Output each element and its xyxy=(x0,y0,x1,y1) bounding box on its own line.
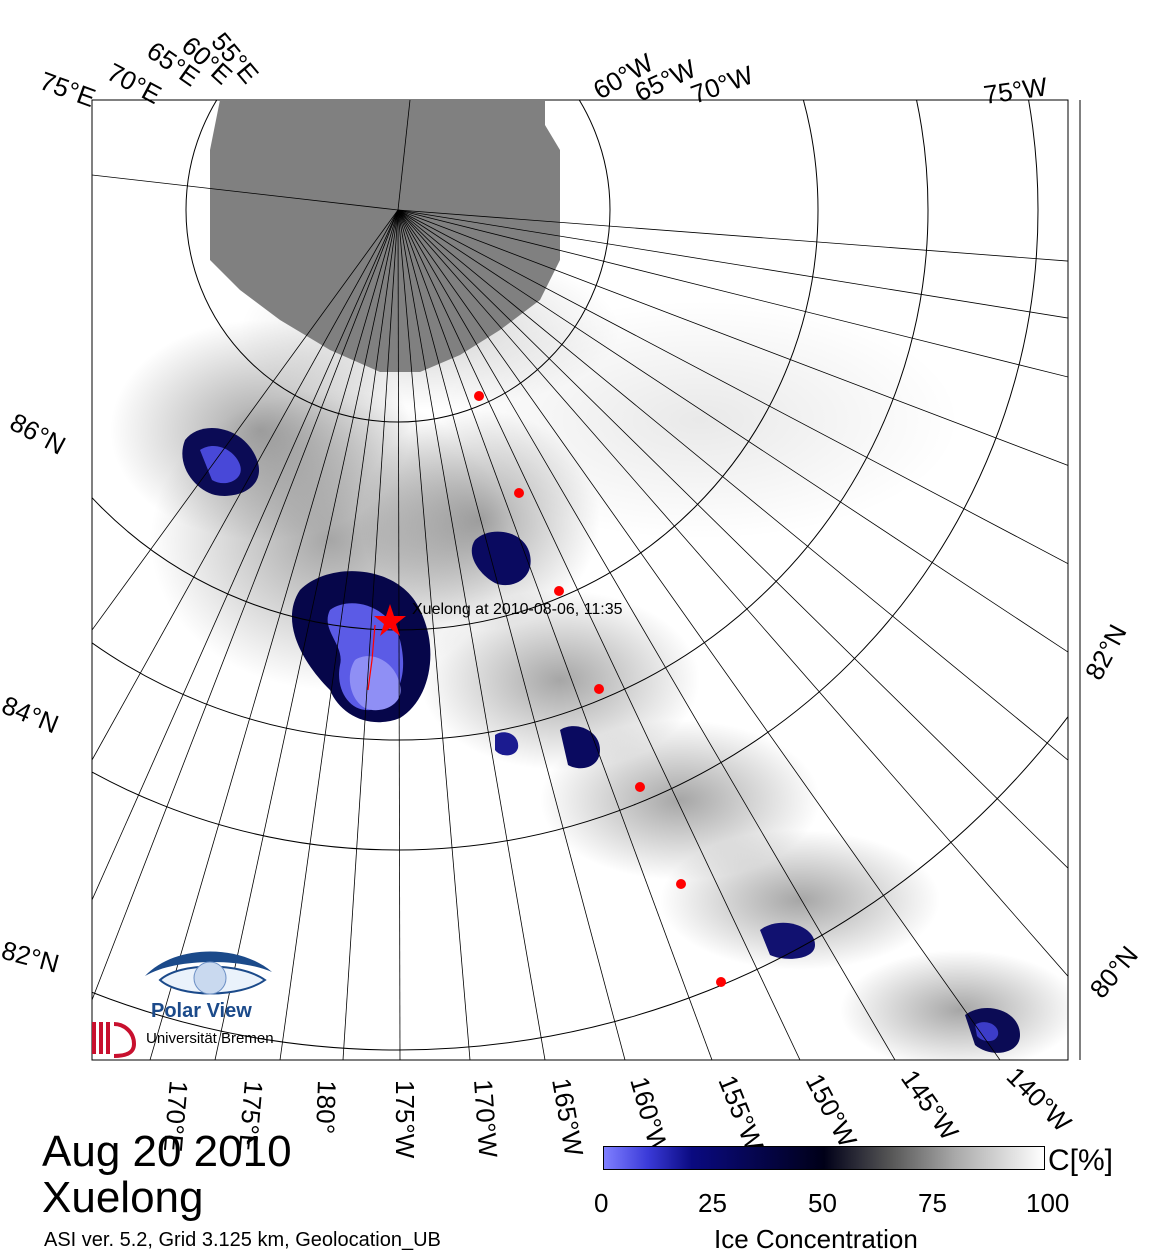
colorbar-label: Ice Concentration xyxy=(714,1224,918,1254)
lon-label: 145°W xyxy=(895,1064,965,1146)
colorbar-tick: 50 xyxy=(808,1188,837,1218)
lon-label: 170°E xyxy=(158,1079,194,1152)
logo-name: Polar View xyxy=(151,1000,252,1022)
lon-label: 140°W xyxy=(1001,1061,1078,1138)
bottom-longitude-labels: 170°E 175°E 180° 175°W 170°W 165°W 160°W… xyxy=(158,1061,1078,1159)
lon-label: 175°W xyxy=(390,1080,420,1159)
colorbar-unit: C[%] xyxy=(1048,1144,1114,1177)
date-title: Aug 20 2010 xyxy=(42,1127,292,1176)
lon-label: 165°W xyxy=(546,1076,589,1159)
ship-position-star xyxy=(374,604,406,636)
lat-label: 86°N xyxy=(5,407,70,461)
colorbar-tick: 0 xyxy=(594,1188,609,1218)
lat-label: 80°N xyxy=(1084,940,1144,1004)
meridians xyxy=(92,100,1068,1060)
polar-view-logo xyxy=(92,951,272,1058)
lat-label: 84°N xyxy=(0,690,63,740)
lat-label: 82°N xyxy=(0,935,62,979)
colorbar-tick: 75 xyxy=(918,1188,947,1218)
info-line: ASI ver. 5.2, Grid 3.125 km, Geolocation… xyxy=(44,1229,441,1251)
lon-label: 75°E xyxy=(36,65,100,113)
ship-title: Xuelong xyxy=(42,1173,204,1222)
track-dots xyxy=(474,391,726,987)
lon-label: 160°W xyxy=(624,1073,675,1157)
track-label: Xuelong at 2010-08-06, 11:35 xyxy=(412,601,623,618)
lon-label: 175°E xyxy=(233,1079,269,1152)
colorbar xyxy=(603,1146,1045,1170)
pole-hole xyxy=(210,100,560,372)
lon-label: 155°W xyxy=(712,1071,769,1155)
lon-label: 180° xyxy=(310,1080,342,1135)
ship-track xyxy=(367,624,376,691)
lon-label: 170°W xyxy=(468,1078,503,1159)
lon-label: 150°W xyxy=(800,1069,863,1153)
colorbar-tick: 100 xyxy=(1026,1188,1070,1218)
colorbar-tick: 25 xyxy=(698,1188,727,1218)
lat-label: 82°N xyxy=(1079,619,1133,684)
logo-institution: Universität Bremen xyxy=(146,1030,274,1047)
